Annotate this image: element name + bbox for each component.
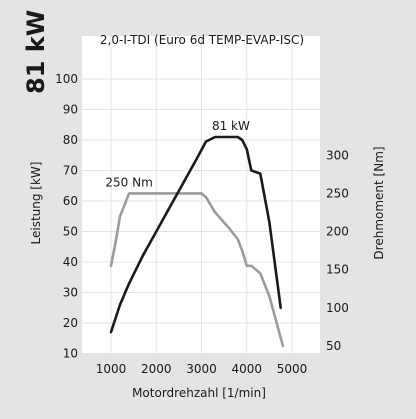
power-label: 81 kW: [22, 10, 50, 94]
y-left-tick-label: 60: [63, 194, 78, 208]
x-tick-label: 1000: [96, 362, 127, 376]
torque-curve: [109, 192, 285, 348]
y-right-tick-label: 300: [326, 148, 349, 162]
y-right-tick-label: 150: [326, 263, 349, 277]
y-left-tick-label: 50: [63, 225, 78, 239]
x-tick-label: 4000: [231, 362, 262, 376]
series: [109, 135, 285, 348]
x-tick-label: 2000: [141, 362, 172, 376]
y-axis-right-title: Drehmoment [Nm]: [372, 146, 386, 259]
y-left-tick-label: 80: [63, 133, 78, 147]
y-left-tick-label: 10: [63, 347, 78, 361]
y-right-tick-label: 250: [326, 186, 349, 200]
y-right-tick-label: 50: [326, 339, 341, 353]
chart-title: 2,0-I-TDI (Euro 6d TEMP-EVAP-ISC): [100, 33, 304, 47]
grid: [82, 36, 320, 354]
y-left-tick-label: 30: [63, 286, 78, 300]
y-axis-left-title: Leistung [kW]: [29, 162, 43, 245]
y-left-tick-label: 20: [63, 316, 78, 330]
torque-peak-annotation: 250 Nm: [105, 175, 152, 189]
y-left-tick-label: 40: [63, 255, 78, 269]
y-right-tick-label: 100: [326, 301, 349, 315]
ticks: 10 20 30 40 50 60 70 80 90 100 1000 2000 3000 4000 500…: [55, 72, 349, 376]
x-tick-label: 5000: [277, 362, 308, 376]
y-left-tick-label: 90: [63, 103, 78, 117]
x-axis-title: Motordrehzahl [1/min]: [132, 386, 266, 400]
y-right-tick-label: 200: [326, 225, 349, 239]
power-curve: [109, 135, 283, 334]
y-left-tick-label: 70: [63, 164, 78, 178]
x-tick-label: 3000: [186, 362, 217, 376]
y-left-tick-label: 100: [55, 72, 78, 86]
power-peak-annotation: 81 kW: [212, 119, 250, 133]
